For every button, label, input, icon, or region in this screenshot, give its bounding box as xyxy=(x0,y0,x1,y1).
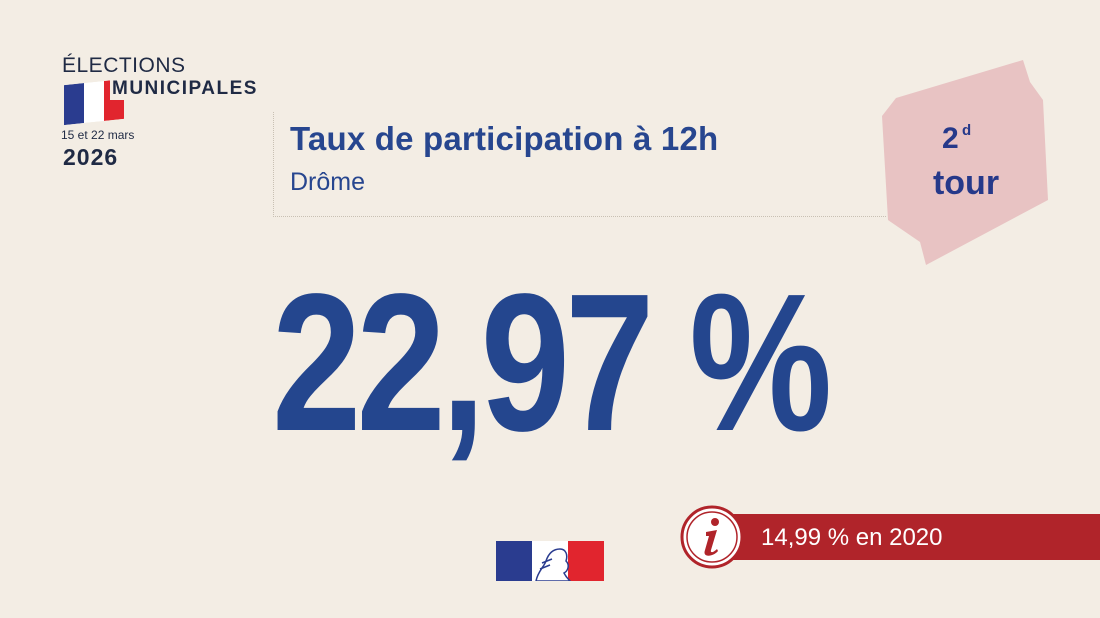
brush-stroke-background xyxy=(882,60,1048,265)
badge-superscript: d xyxy=(962,122,972,139)
badge-word: tour xyxy=(932,164,1000,202)
republique-francaise-logo xyxy=(496,541,604,581)
participation-rate-value: 22,97 % xyxy=(271,253,832,472)
page-title: Taux de participation à 12h xyxy=(290,120,719,157)
badge-number: 2 xyxy=(942,122,959,155)
info-icon xyxy=(680,505,744,569)
header-block: Taux de participation à 12h Drôme xyxy=(273,112,886,217)
logo-dates-text: 15 et 22 mars xyxy=(61,128,135,142)
logo-elections-text: ÉLECTIONS xyxy=(62,54,186,77)
logo-municipales-text: MUNICIPALES xyxy=(110,78,260,100)
elections-logo: ÉLECTIONS MUNICIPALES 15 et 22 mars 2026 xyxy=(55,52,275,172)
page-subtitle: Drôme xyxy=(290,168,366,196)
logo-year-text: 2026 xyxy=(63,144,119,170)
info-banner-text: 14,99 % en 2020 xyxy=(761,524,943,551)
info-banner: 14,99 % en 2020 xyxy=(697,514,1100,560)
round-badge: 2 d tour xyxy=(878,60,1050,270)
